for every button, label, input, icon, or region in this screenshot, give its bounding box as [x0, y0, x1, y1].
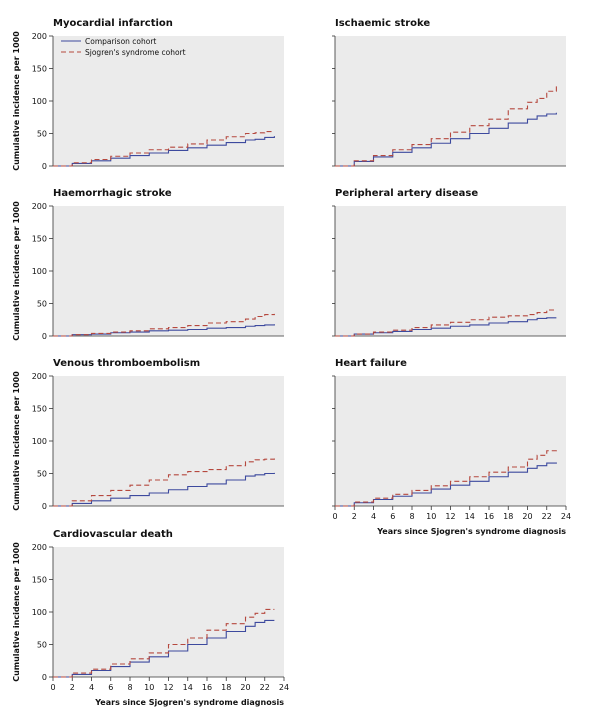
x-tick-label: 20 [240, 683, 250, 692]
plot-area [53, 547, 284, 677]
x-tick-label: 16 [484, 512, 494, 521]
x-tick-label: 22 [542, 512, 552, 521]
x-tick-label: 4 [89, 683, 94, 692]
x-axis-label: Years since Sjogren's syndrome diagnosis [94, 698, 284, 707]
y-tick-label: 0 [42, 162, 47, 171]
x-tick-label: 8 [409, 512, 414, 521]
series-line-comparison [53, 619, 275, 678]
x-tick-label: 24 [279, 683, 289, 692]
x-axis-label: Years since Sjogren's syndrome diagnosis [376, 527, 566, 536]
y-tick-label: 0 [42, 502, 47, 511]
series-line-comparison [335, 317, 557, 337]
y-tick-label: 150 [32, 235, 47, 244]
x-tick-label: 16 [202, 683, 212, 692]
y-tick-label: 150 [32, 65, 47, 74]
panel-title: Haemorrhagic stroke [53, 188, 172, 199]
panel-ischaemic-stroke: Ischaemic stroke [332, 18, 566, 167]
y-tick-label: 50 [37, 470, 47, 479]
y-tick-label: 0 [42, 332, 47, 341]
x-tick-label: 2 [352, 512, 357, 521]
y-tick-label: 100 [32, 97, 47, 106]
series-line-comparison [53, 324, 275, 337]
plot-area [53, 376, 284, 506]
panel-haemorrhagic-stroke: Haemorrhagic stroke 0 50 100 150 200 Cumulativ… [12, 188, 284, 341]
series-line-sjogren [335, 309, 557, 337]
panel-title: Heart failure [335, 358, 407, 369]
series-line-sjogren [335, 447, 557, 507]
legend-label-sjogren: Sjogren's syndrome cohort [85, 48, 186, 57]
x-tick-label: 2 [70, 683, 75, 692]
series-line-comparison [53, 472, 275, 507]
y-axis-label: Cumulative incidence per 1000 [12, 201, 21, 341]
x-tick-label: 4 [371, 512, 376, 521]
panel-title: Venous thromboembolism [53, 358, 200, 369]
y-tick-label: 200 [32, 32, 47, 41]
y-tick-label: 150 [32, 405, 47, 414]
panel-title: Peripheral artery disease [335, 188, 478, 199]
y-tick-label: 100 [32, 437, 47, 446]
x-tick-label: 14 [183, 683, 193, 692]
x-tick-label: 0 [332, 512, 337, 521]
panel-venous-thromboembolism: Venous thromboembolism 0 50 100 150 200 Cumula… [12, 358, 284, 511]
x-tick-label: 18 [503, 512, 513, 521]
panel-myocardial-infarction: Myocardial infarction 0 50 100 150 200 Cumulat… [12, 18, 284, 171]
x-tick-label: 14 [465, 512, 475, 521]
panel-title: Myocardial infarction [53, 18, 173, 29]
series-line-sjogren [53, 608, 275, 678]
y-tick-label: 100 [32, 608, 47, 617]
x-tick-label: 10 [144, 683, 154, 692]
series-line-comparison [335, 462, 557, 507]
panel-cardiovascular-death: Cardiovascular death050100150200Cumulati… [12, 529, 289, 707]
panel-title: Ischaemic stroke [335, 18, 430, 29]
y-tick-label: 0 [42, 673, 47, 682]
y-tick-label: 100 [32, 267, 47, 276]
x-tick-label: 12 [163, 683, 173, 692]
y-tick-label: 200 [32, 202, 47, 211]
x-tick-label: 0 [50, 683, 55, 692]
y-axis-label: Cumulative incidence per 1000 [12, 371, 21, 511]
y-axis-label: Cumulative incidence per 1000 [12, 31, 21, 171]
series-line-sjogren [53, 313, 275, 337]
series-line-comparison [335, 112, 557, 167]
x-tick-label: 8 [127, 683, 132, 692]
y-tick-label: 50 [37, 130, 47, 139]
x-tick-label: 10 [426, 512, 436, 521]
x-tick-label: 6 [390, 512, 395, 521]
x-tick-label: 22 [260, 683, 270, 692]
x-tick-label: 12 [445, 512, 455, 521]
y-tick-label: 200 [32, 372, 47, 381]
series-line-sjogren [53, 131, 275, 167]
panel-peripheral-artery-disease: Peripheral artery disease [332, 188, 566, 337]
y-tick-label: 50 [37, 641, 47, 650]
panel-title: Cardiovascular death [53, 529, 173, 540]
legend-label-comparison: Comparison cohort [85, 37, 156, 46]
plot-area [335, 36, 566, 166]
x-tick-label: 20 [522, 512, 532, 521]
x-tick-label: 6 [108, 683, 113, 692]
x-tick-label: 24 [561, 512, 571, 521]
y-tick-label: 150 [32, 576, 47, 585]
y-axis-label: Cumulative incidence per 1000 [12, 542, 21, 682]
series-line-comparison [53, 136, 275, 167]
series-line-sjogren [335, 85, 557, 167]
plot-area [335, 206, 566, 336]
x-tick-label: 18 [221, 683, 231, 692]
plot-area [53, 36, 284, 166]
y-tick-label: 200 [32, 543, 47, 552]
plot-area [53, 206, 284, 336]
y-tick-label: 50 [37, 300, 47, 309]
